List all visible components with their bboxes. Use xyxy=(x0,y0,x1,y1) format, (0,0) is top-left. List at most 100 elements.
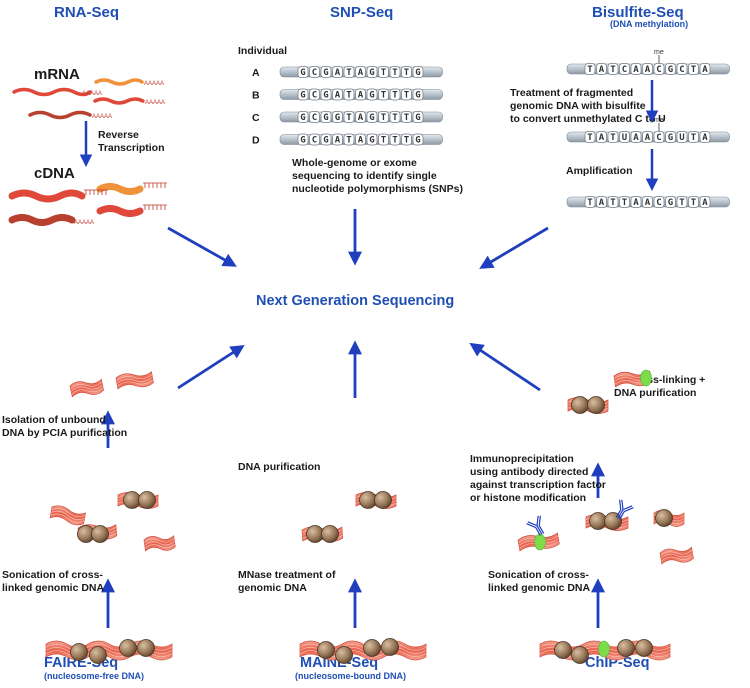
cdna-label: cDNA xyxy=(34,165,75,182)
base-letter: T xyxy=(381,91,387,101)
cdna-strand-4 xyxy=(8,214,76,226)
base-letter: T xyxy=(622,198,628,208)
cdna-strand-2 xyxy=(96,183,144,195)
base-letter: C xyxy=(622,65,627,75)
methyl-mark: me xyxy=(654,117,664,124)
polya-tail-2: AAAAA xyxy=(144,81,164,87)
cdna-strands xyxy=(8,183,144,226)
nucleosome xyxy=(317,641,335,659)
base-letter: T xyxy=(381,136,387,146)
nucleosome xyxy=(138,491,156,509)
mrna-strand-2 xyxy=(94,78,144,86)
base-letter: C xyxy=(312,113,317,123)
snp-sequence-rows: A G C G A T A G T T T GB G C G A T A G T T T GC G C G G T A G T T T GD G C G… xyxy=(252,66,443,147)
faire-fragment xyxy=(143,535,176,552)
mrna-strands xyxy=(12,78,145,120)
bisulfite-step1-line2: genomic DNA with bisulfite xyxy=(510,100,646,112)
nucleosome xyxy=(306,525,324,543)
rt-label-line1: Reverse xyxy=(98,129,139,141)
mrna-strand-3 xyxy=(93,97,145,105)
base-letter: A xyxy=(358,68,364,78)
base-letter: A xyxy=(702,198,708,208)
ngs-arrows xyxy=(101,209,605,628)
base-letter: T xyxy=(404,113,410,123)
chip-step3-line2: DNA purification xyxy=(614,387,696,399)
polya-tail-4: AAAAA xyxy=(92,114,112,120)
base-letter: G xyxy=(323,113,328,123)
base-letter: A xyxy=(599,133,605,143)
base-letter: C xyxy=(656,198,661,208)
base-letter: G xyxy=(415,68,420,78)
nucleosome xyxy=(70,643,88,661)
chip-step1-line1: Sonication of cross- xyxy=(488,569,589,581)
base-letter: A xyxy=(645,198,651,208)
rt-label-line2: Transcription xyxy=(98,142,165,154)
nucleosome xyxy=(589,512,607,530)
base-letter: T xyxy=(610,133,616,143)
individual-id: A xyxy=(252,67,260,79)
faire-step2-line2: DNA by PCIA purification xyxy=(2,427,127,439)
base-letter: T xyxy=(346,136,352,146)
base-letter: G xyxy=(300,136,305,146)
nucleosome xyxy=(571,646,589,664)
base-letter: C xyxy=(656,133,661,143)
chip-seq-title: ChIP-Seq xyxy=(585,655,649,671)
nucleosome xyxy=(381,638,399,656)
base-letter: G xyxy=(300,68,305,78)
base-letter: A xyxy=(358,136,364,146)
base-letter: U xyxy=(622,133,627,143)
faire-free-dna xyxy=(115,371,154,390)
chip-fragment xyxy=(659,546,694,565)
bound-protein xyxy=(598,640,610,658)
snp-desc-line3: nucleotide polymorphisms (SNPs) xyxy=(292,183,463,195)
chromatin-graphics xyxy=(45,369,694,664)
snp-desc-line1: Whole-genome or exome xyxy=(292,157,417,169)
base-letter: A xyxy=(358,91,364,101)
mrna-strand-1 xyxy=(12,87,92,97)
base-letter: T xyxy=(691,133,697,143)
nucleosome xyxy=(91,525,109,543)
base-letter: G xyxy=(369,68,374,78)
chip-step1-line2: linked genomic DNA xyxy=(488,582,591,594)
nucleosome xyxy=(119,639,137,657)
cdna-comb-tails xyxy=(84,182,167,210)
base-letter: G xyxy=(300,113,305,123)
nucleosome xyxy=(359,491,377,509)
bisulfite-seq-subtitle: (DNA methylation) xyxy=(610,19,688,29)
cdna-polya-tail: AAAAA xyxy=(74,220,94,226)
maine-step1-line1: MNase treatment of xyxy=(238,569,336,581)
base-letter: T xyxy=(381,113,387,123)
nucleosome xyxy=(604,512,622,530)
chip-step2-line2: using antibody directed xyxy=(470,466,588,478)
nucleosome xyxy=(655,509,673,527)
nucleosome xyxy=(89,646,107,664)
base-letter: G xyxy=(369,113,374,123)
maine-seq-subtitle: (nucleosome-bound DNA) xyxy=(295,671,406,681)
snp-desc-line2: sequencing to identify single xyxy=(292,170,437,182)
antibody xyxy=(615,499,634,520)
base-letter: A xyxy=(645,133,651,143)
base-letter: C xyxy=(679,65,684,75)
base-letter: T xyxy=(404,68,410,78)
base-letter: T xyxy=(587,133,593,143)
snp-seq-title: SNP-Seq xyxy=(330,4,393,21)
faire-step2-line1: Isolation of unbound xyxy=(2,414,106,426)
rna-seq-title: RNA-Seq xyxy=(54,4,119,21)
base-letter: G xyxy=(323,91,328,101)
nucleosome xyxy=(635,639,653,657)
polya-tail-1: AAAAA xyxy=(82,91,102,97)
base-letter: T xyxy=(392,68,398,78)
base-letter: A xyxy=(335,91,341,101)
polya-tail-3: AAAAA xyxy=(145,100,165,106)
cdna-strand-1 xyxy=(8,189,86,203)
bound-protein xyxy=(534,533,546,551)
bisulfite-step1-line1: Treatment of fragmented xyxy=(510,87,633,99)
base-letter: T xyxy=(392,91,398,101)
base-letter: G xyxy=(668,133,673,143)
base-letter: G xyxy=(323,136,328,146)
